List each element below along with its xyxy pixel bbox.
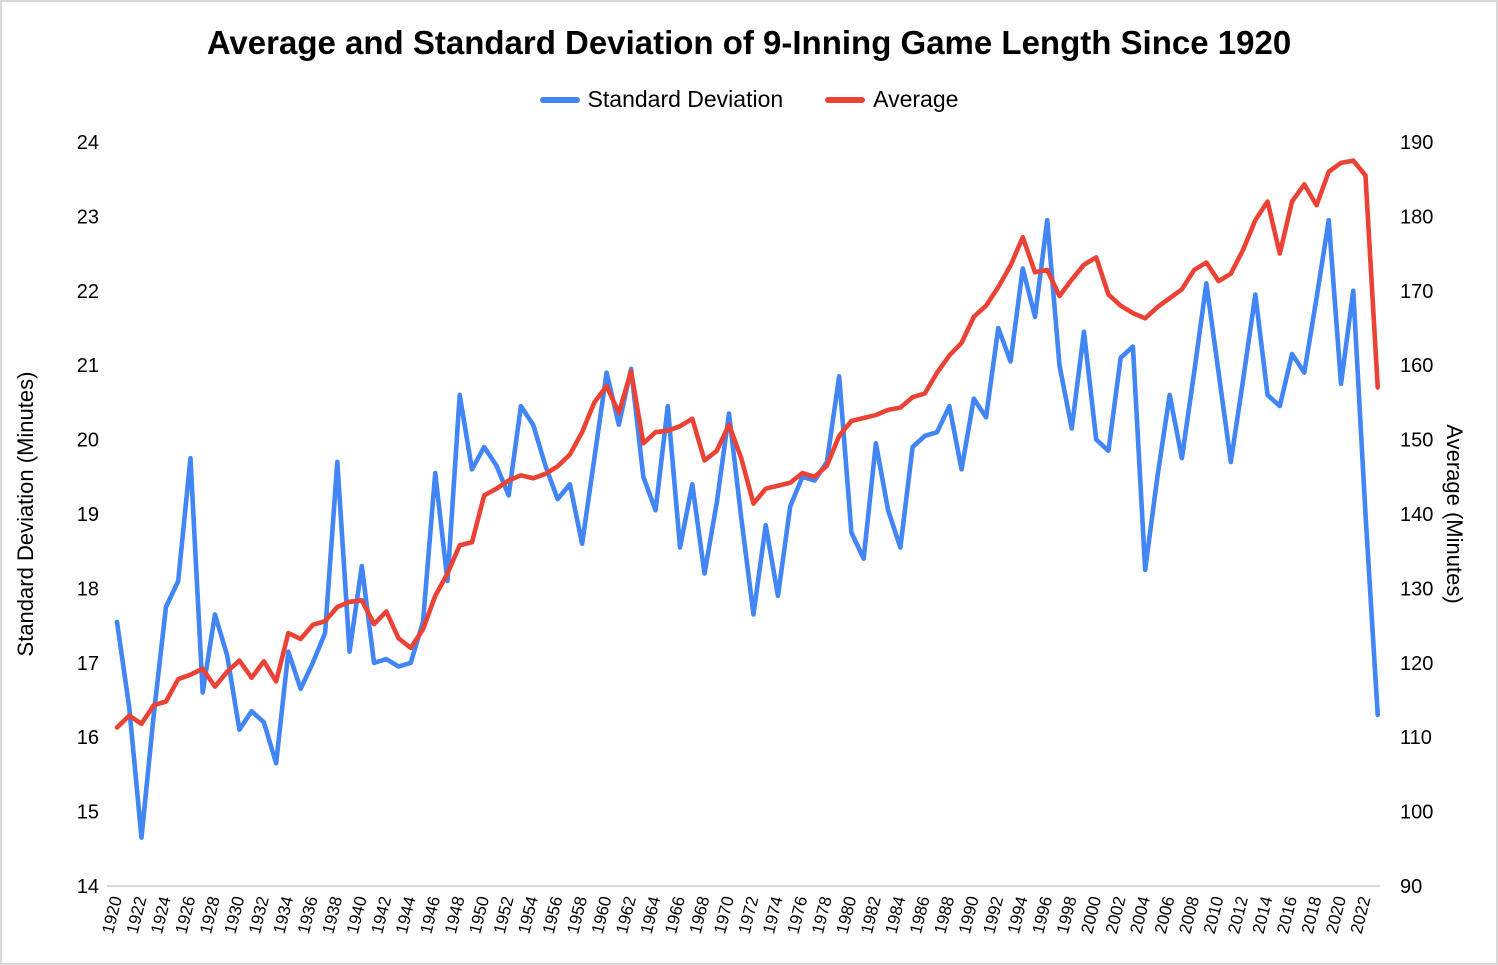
x-axis-tick-label: 1942 [368,894,396,935]
x-axis-tick-label: 1930 [221,894,249,935]
x-axis-tick-label: 1990 [955,894,983,935]
x-axis-tick-label: 2020 [1322,894,1350,935]
left-axis-tick-label: 16 [77,727,99,749]
x-axis-tick-label: 1958 [563,894,591,935]
right-axis-tick-label: 140 [1400,504,1433,526]
x-axis-tick-label: 1922 [123,894,151,935]
legend-item-standard-deviation: Standard Deviation [539,86,784,113]
legend-swatch-average [825,96,866,103]
x-axis-tick-label: 1940 [343,894,371,935]
x-axis-tick-label: 1964 [637,894,665,935]
x-axis-tick-label: 2022 [1347,894,1375,935]
right-axis-tick-label: 120 [1400,653,1433,675]
x-axis-tick-label: 2000 [1077,894,1105,935]
x-axis-tick-label: 2012 [1224,894,1252,935]
x-axis-tick-label: 1952 [490,894,518,935]
x-axis-tick-label: 1974 [759,894,787,935]
x-axis-tick-label: 2002 [1102,894,1130,935]
chart-line-average [114,158,1381,730]
x-axis-tick-label: 2018 [1298,894,1326,935]
x-axis-tick-label: 1938 [319,894,347,935]
x-axis-tick-label: 1966 [661,894,689,935]
x-axis-tick-label: 1920 [98,894,126,935]
right-axis-tick-label: 110 [1400,727,1432,749]
x-axis-tick-label: 1972 [735,894,763,935]
legend-label-standard-deviation: Standard Deviation [587,86,784,112]
left-axis-tick-label: 23 [77,206,99,228]
x-axis-tick-label: 1928 [196,894,224,935]
x-axis-tick-label: 1984 [882,894,910,935]
x-axis-tick-label: 1924 [147,894,175,935]
x-axis-tick-label: 1948 [441,894,469,935]
x-axis-tick-label: 2006 [1151,894,1179,935]
left-axis-tick-label: 22 [77,281,99,303]
x-axis-tick-label: 1934 [270,894,298,935]
x-axis-tick-label: 1996 [1029,894,1057,935]
right-axis-tick-label: 190 [1400,132,1433,154]
x-axis-tick-label: 1962 [612,894,640,935]
right-axis-tick-label: 170 [1400,281,1433,303]
x-axis-tick-label: 1956 [539,894,567,935]
left-axis-tick-label: 15 [77,802,99,824]
legend-swatch-standard-deviation [539,96,580,103]
left-axis-tick-label: 14 [77,876,99,898]
x-axis-tick-label: 2014 [1249,894,1277,935]
x-axis-tick-label: 2008 [1175,894,1203,935]
chart-line-standard-deviation [114,217,1381,840]
right-axis-tick-label: 150 [1400,430,1433,452]
left-axis-tick-label: 20 [77,430,99,452]
x-axis-tick-label: 1960 [588,894,616,935]
right-axis-tick-label: 180 [1400,206,1433,228]
x-axis-tick-label: 1926 [172,894,200,935]
right-axis-tick-label: 100 [1400,802,1433,824]
x-axis-tick-label: 1936 [294,894,322,935]
x-axis-tick-label: 2004 [1126,894,1154,935]
chart-legend: Standard Deviation Average [2,86,1496,113]
x-axis-tick-label: 2010 [1200,894,1228,935]
left-axis-tick-label: 18 [77,578,99,600]
left-axis-tick-label: 21 [77,355,99,377]
x-axis-tick-label: 2016 [1273,894,1301,935]
left-axis-tick-label: 19 [77,504,99,526]
right-axis-tick-label: 160 [1400,355,1433,377]
x-axis-tick-label: 1988 [931,894,959,935]
x-axis-tick-label: 1978 [808,894,836,935]
x-axis-tick-label: 1982 [857,894,885,935]
x-axis-tick-label: 1950 [465,894,493,935]
x-axis-tick-label: 1970 [710,894,738,935]
x-axis-tick-label: 1994 [1004,894,1032,935]
x-axis-tick-label: 1992 [980,894,1008,935]
chart-title: Average and Standard Deviation of 9-Inni… [206,24,1292,61]
x-axis-tick-label: 1944 [392,894,420,935]
right-axis-tick-label: 130 [1400,578,1433,600]
left-axis-tick-label: 17 [77,653,99,675]
x-axis-tick-label: 1968 [686,894,714,935]
legend-label-average: Average [873,86,959,112]
x-axis-tick-label: 1986 [906,894,934,935]
x-axis-tick-label: 1980 [833,894,861,935]
x-axis-tick-label: 1932 [245,894,273,935]
x-axis-tick-label: 1976 [784,894,812,935]
right-axis-tick-label: 90 [1400,876,1422,898]
x-axis-tick-label: 1998 [1053,894,1081,935]
x-axis-tick-label: 1946 [417,894,445,935]
left-axis-tick-label: 24 [77,132,99,154]
x-axis-tick-label: 1954 [514,894,542,935]
legend-item-average: Average [825,86,958,113]
